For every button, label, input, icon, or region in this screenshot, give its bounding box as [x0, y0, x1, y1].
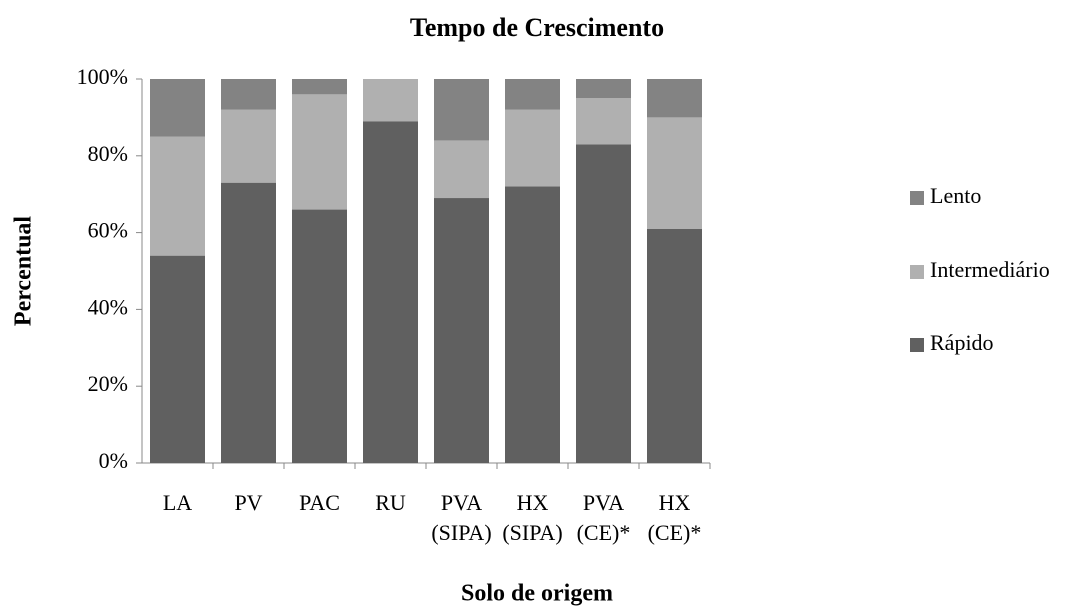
bar-segment	[576, 79, 631, 99]
x-tick-label: HX (CE)*	[648, 490, 702, 545]
legend-swatch	[910, 265, 924, 279]
bar-segment	[363, 121, 418, 464]
legend-label: Intermediário	[930, 257, 1050, 282]
bar-segment	[221, 109, 276, 183]
x-axis-label: Solo de origem	[461, 581, 613, 607]
bar-segment	[505, 186, 560, 463]
y-tick-label: 80%	[88, 141, 128, 166]
bar-segment	[292, 209, 347, 463]
x-tick-label: PVA (SIPA)	[431, 490, 491, 545]
bar-segment	[434, 79, 489, 141]
bar-segment	[150, 255, 205, 463]
y-tick-label: 20%	[88, 371, 128, 396]
bar-segment	[292, 94, 347, 210]
y-tick-label: 60%	[88, 218, 128, 243]
legend-swatch	[910, 338, 924, 352]
y-tick-label: 0%	[99, 448, 128, 473]
bar-segment	[647, 228, 702, 463]
bar-segment	[576, 98, 631, 145]
bar-segment	[647, 117, 702, 229]
bar-segment	[221, 79, 276, 110]
bar-segment	[647, 79, 702, 118]
x-tick-label: PVA (CE)*	[577, 490, 631, 545]
y-axis-label: Percentual	[11, 216, 37, 327]
x-tick-label: PV	[234, 490, 262, 515]
chart-title: Tempo de Crescimento	[410, 13, 664, 42]
y-tick-label: 40%	[88, 294, 128, 319]
bar-segment	[150, 136, 205, 256]
bar-segment	[292, 79, 347, 95]
bar-segment	[221, 182, 276, 463]
bar-segment	[505, 109, 560, 187]
bar-segment	[434, 198, 489, 464]
legend-swatch	[910, 191, 924, 205]
x-tick-label: RU	[375, 490, 406, 515]
bar-segment	[505, 79, 560, 110]
x-tick-label: HX (SIPA)	[502, 490, 562, 545]
x-tick-label: LA	[163, 490, 192, 515]
legend-label: Rápido	[930, 330, 994, 355]
legend-label: Lento	[930, 183, 981, 208]
bar-segment	[576, 144, 631, 463]
bar-segment	[150, 79, 205, 137]
x-tick-label: PAC	[299, 490, 340, 515]
bar-segment	[363, 79, 418, 122]
bar-segment	[434, 140, 489, 199]
y-tick-label: 100%	[77, 64, 128, 89]
